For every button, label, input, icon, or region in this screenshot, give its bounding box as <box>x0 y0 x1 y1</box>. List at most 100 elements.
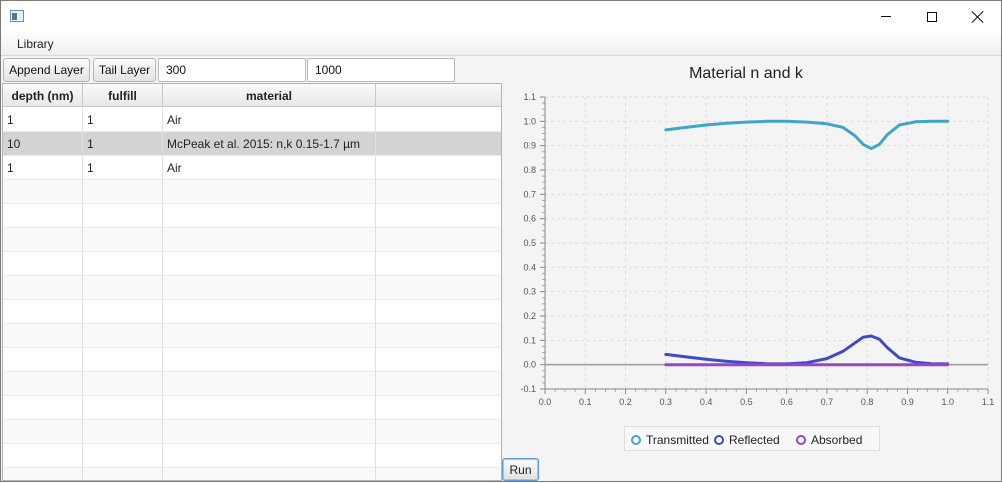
table-cell[interactable] <box>376 420 501 444</box>
maximize-button[interactable] <box>909 1 955 32</box>
table-cell[interactable] <box>83 204 163 228</box>
table-cell[interactable] <box>163 300 376 324</box>
table-cell[interactable]: 1 <box>83 156 163 180</box>
table-row[interactable]: 1 1 Air <box>3 156 501 180</box>
table-cell[interactable] <box>376 228 501 252</box>
table-cell[interactable] <box>3 468 83 480</box>
table-row[interactable] <box>3 468 501 480</box>
table-cell[interactable] <box>83 300 163 324</box>
table-cell[interactable] <box>83 180 163 204</box>
table-cell[interactable] <box>3 444 83 468</box>
table-cell[interactable] <box>163 444 376 468</box>
table-cell[interactable] <box>376 444 501 468</box>
table-cell[interactable] <box>163 252 376 276</box>
table-cell[interactable] <box>83 276 163 300</box>
table-cell[interactable] <box>3 300 83 324</box>
legend-reflected[interactable]: Reflected <box>714 432 780 448</box>
table-row[interactable]: 10 1 McPeak et al. 2015: n,k 0.15-1.7 µm <box>3 132 501 156</box>
table-cell[interactable] <box>83 228 163 252</box>
run-button[interactable]: Run <box>502 458 539 481</box>
table-cell[interactable] <box>3 180 83 204</box>
table-cell[interactable]: Air <box>163 108 376 132</box>
table-cell[interactable] <box>3 252 83 276</box>
table-cell[interactable] <box>3 420 83 444</box>
title-bar[interactable] <box>1 1 1001 32</box>
table-cell[interactable] <box>376 300 501 324</box>
table-cell[interactable] <box>163 348 376 372</box>
table-cell[interactable] <box>83 444 163 468</box>
table-cell[interactable]: 1 <box>83 132 163 156</box>
table-row[interactable] <box>3 204 501 228</box>
table-row[interactable] <box>3 444 501 468</box>
layer-table[interactable]: depth (nm) fulfill material 1 1 Air 10 1 McPe… <box>2 83 502 481</box>
table-cell[interactable]: 10 <box>3 132 83 156</box>
table-cell[interactable]: 1 <box>3 108 83 132</box>
table-cell[interactable] <box>376 324 501 348</box>
table-cell[interactable] <box>163 468 376 480</box>
table-row[interactable] <box>3 228 501 252</box>
column-header-extra[interactable] <box>376 84 501 107</box>
table-row[interactable] <box>3 420 501 444</box>
table-cell[interactable] <box>376 372 501 396</box>
table-cell[interactable] <box>376 348 501 372</box>
table-cell[interactable]: 1 <box>83 108 163 132</box>
table-cell[interactable] <box>376 276 501 300</box>
table-cell[interactable] <box>376 132 501 156</box>
tail-layer-button[interactable]: Tail Layer <box>93 58 156 82</box>
table-cell[interactable] <box>83 252 163 276</box>
table-cell[interactable] <box>3 276 83 300</box>
y-tick-label: 0.5 <box>523 238 536 248</box>
table-cell[interactable] <box>163 228 376 252</box>
column-header-fulfill[interactable]: fulfill <box>83 84 163 107</box>
wavelength-min-input[interactable] <box>158 58 306 82</box>
table-cell[interactable] <box>376 180 501 204</box>
table-row[interactable] <box>3 252 501 276</box>
table-cell[interactable] <box>376 204 501 228</box>
table-cell[interactable] <box>376 252 501 276</box>
table-row[interactable] <box>3 276 501 300</box>
table-row[interactable] <box>3 300 501 324</box>
table-row[interactable] <box>3 396 501 420</box>
table-row[interactable] <box>3 324 501 348</box>
legend-absorbed[interactable]: Absorbed <box>796 432 862 448</box>
table-cell[interactable] <box>376 396 501 420</box>
table-cell[interactable]: McPeak et al. 2015: n,k 0.15-1.7 µm <box>163 132 376 156</box>
table-row[interactable] <box>3 180 501 204</box>
table-cell[interactable] <box>83 324 163 348</box>
table-cell[interactable] <box>3 348 83 372</box>
table-cell[interactable] <box>163 396 376 420</box>
table-row[interactable] <box>3 372 501 396</box>
table-cell[interactable] <box>163 276 376 300</box>
table-cell[interactable] <box>3 396 83 420</box>
table-cell[interactable] <box>376 468 501 480</box>
table-cell[interactable] <box>3 372 83 396</box>
table-cell[interactable] <box>83 468 163 480</box>
minimize-button[interactable] <box>863 1 909 32</box>
table-cell[interactable] <box>376 156 501 180</box>
table-cell[interactable]: Air <box>163 156 376 180</box>
close-button[interactable] <box>955 1 1001 32</box>
table-cell[interactable] <box>163 420 376 444</box>
minimize-icon <box>881 16 891 17</box>
table-cell[interactable] <box>163 180 376 204</box>
table-cell[interactable] <box>163 204 376 228</box>
menu-library[interactable]: Library <box>17 37 54 51</box>
table-cell[interactable] <box>83 396 163 420</box>
column-header-depth[interactable]: depth (nm) <box>3 84 83 107</box>
table-cell[interactable] <box>163 324 376 348</box>
table-cell[interactable] <box>3 228 83 252</box>
table-cell[interactable] <box>83 420 163 444</box>
table-cell[interactable] <box>376 108 501 132</box>
table-cell[interactable] <box>83 348 163 372</box>
table-row[interactable]: 1 1 Air <box>3 108 501 132</box>
table-cell[interactable]: 1 <box>3 156 83 180</box>
table-cell[interactable] <box>3 324 83 348</box>
table-cell[interactable] <box>83 372 163 396</box>
legend-transmitted[interactable]: Transmitted <box>631 432 709 448</box>
wavelength-max-input[interactable] <box>307 58 455 82</box>
column-header-material[interactable]: material <box>163 84 376 107</box>
table-cell[interactable] <box>3 204 83 228</box>
table-cell[interactable] <box>163 372 376 396</box>
append-layer-button[interactable]: Append Layer <box>3 58 90 82</box>
table-row[interactable] <box>3 348 501 372</box>
